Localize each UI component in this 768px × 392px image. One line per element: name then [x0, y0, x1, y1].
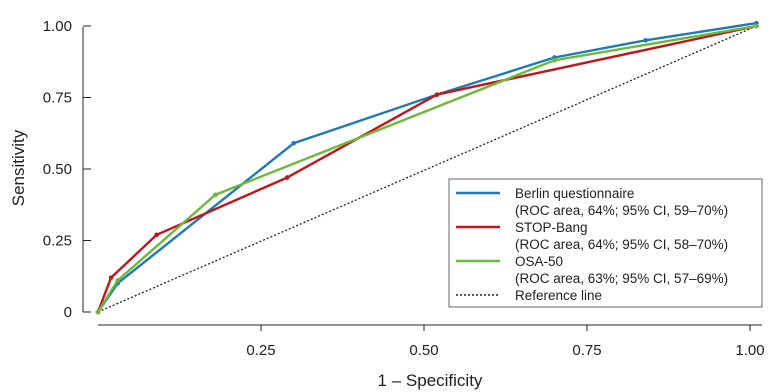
- y-tick-label: 1.00: [43, 18, 72, 35]
- data-point-berlin-questionnaire: [643, 38, 648, 43]
- legend-detail-berlin-questionnaire: (ROC area, 64%; 95% CI, 59–70%): [515, 203, 728, 218]
- y-axis-title: Sensitivity: [9, 129, 28, 206]
- x-tick-label: 0.75: [572, 342, 601, 359]
- legend-label-stop-bang: STOP-Bang: [515, 220, 588, 235]
- series-layer: [95, 20, 759, 315]
- data-point-osa-50: [552, 58, 557, 63]
- legend-label-reference-line: Reference line: [515, 288, 602, 303]
- data-point-stop-bang: [108, 275, 114, 280]
- x-tick-label: 0.25: [246, 342, 275, 359]
- data-point-stop-bang: [284, 175, 290, 180]
- y-tick-label: 0: [64, 304, 72, 321]
- data-point-osa-50: [95, 309, 101, 315]
- x-tick-label: 1.00: [735, 342, 764, 359]
- legend: Berlin questionnaire (ROC area, 64%; 95% …: [448, 178, 763, 308]
- x-tick-label: 0.50: [409, 342, 438, 359]
- data-point-berlin-questionnaire: [291, 140, 296, 146]
- data-point-stop-bang: [434, 92, 440, 97]
- legend-label-berlin-questionnaire: Berlin questionnaire: [515, 186, 634, 201]
- y-tick-label: 0.25: [43, 233, 72, 250]
- x-axis-title: 1 – Specificity: [378, 371, 483, 390]
- y-tick-label: 0.75: [43, 90, 72, 107]
- legend-box: [448, 178, 763, 308]
- ticks: 0.25 0.50 0.75 1.00 0 0.25 0.50 0.75 1.00: [43, 18, 765, 359]
- legend-label-osa-50: OSA-50: [515, 254, 563, 269]
- data-point-stop-bang: [154, 232, 159, 238]
- y-tick-label: 0.50: [43, 161, 72, 178]
- data-point-osa-50: [213, 192, 218, 198]
- legend-detail-stop-bang: (ROC area, 64%; 95% CI, 58–70%): [515, 237, 728, 252]
- data-point-osa-50: [115, 278, 120, 283]
- legend-detail-osa-50: (ROC area, 63%; 95% CI, 57–69%): [515, 271, 728, 286]
- series-line-stop-bang: [96, 24, 757, 313]
- data-point-osa-50: [754, 23, 759, 29]
